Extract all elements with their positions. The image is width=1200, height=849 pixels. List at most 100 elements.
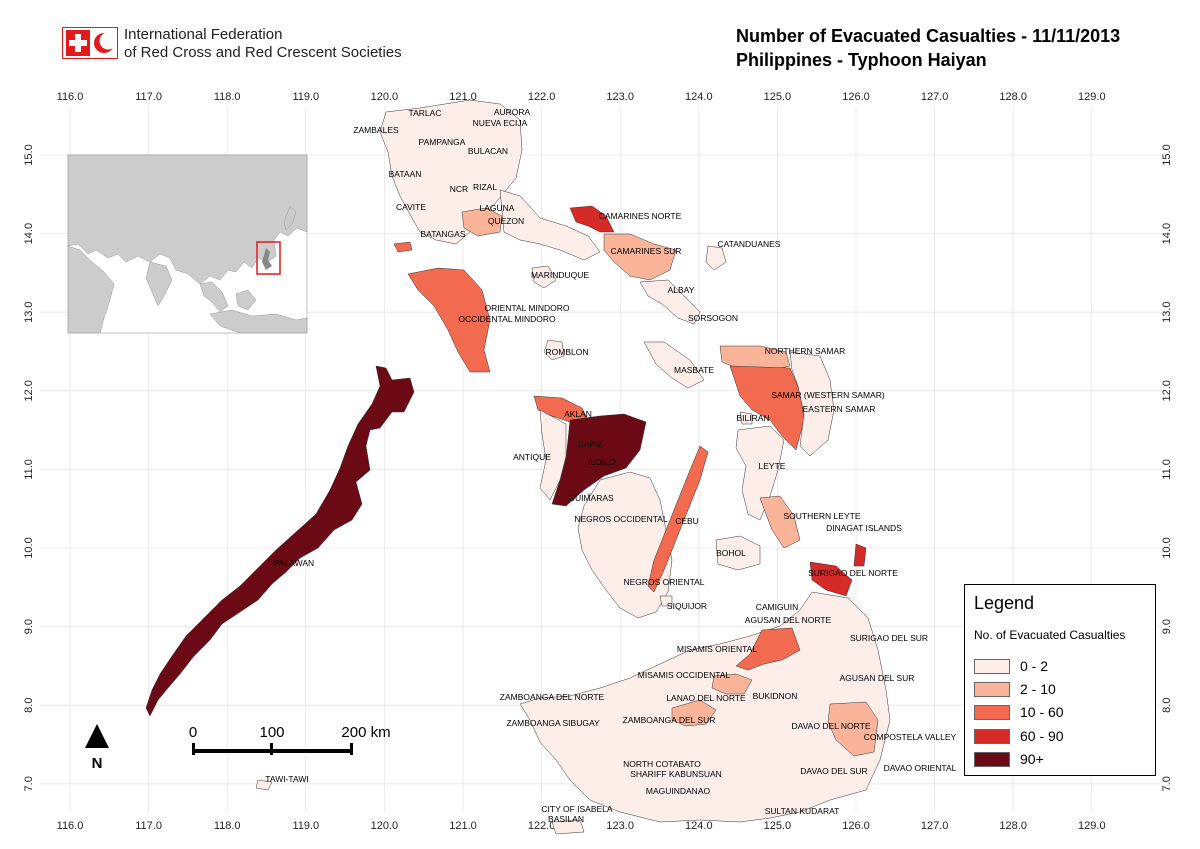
province-label: DAVAO DEL SUR — [800, 766, 867, 776]
province-label: LANAO DEL NORTE — [666, 693, 746, 703]
province-label: BULACAN — [468, 146, 508, 156]
province-label: MISAMIS ORIENTAL — [677, 644, 757, 654]
province-label: AURORA — [494, 107, 531, 117]
x-tick-bottom: 125.0 — [764, 820, 792, 832]
province-label: CEBU — [675, 516, 699, 526]
marinduque-shape — [531, 265, 557, 289]
province-label: SIQUIJOR — [667, 601, 707, 611]
legend-row-3: 60 - 90 — [974, 728, 1064, 744]
x-tick-bottom: 120.0 — [371, 820, 399, 832]
title-line-2: Philippines - Typhoon Haiyan — [736, 50, 987, 70]
province-label: LEYTE — [759, 461, 786, 471]
x-tick-bottom: 127.0 — [921, 820, 949, 832]
province-label: MISAMIS OCCIDENTAL — [638, 670, 731, 680]
province-label: GUIMARAS — [568, 493, 614, 503]
province-label: SURIGAO DEL NORTE — [808, 568, 898, 578]
province-label: DINAGAT ISLANDS — [826, 523, 902, 533]
misamis-oriental-shape — [735, 627, 801, 671]
y-tick-right: 7.0 — [1161, 776, 1173, 791]
x-tick-top: 129.0 — [1078, 91, 1106, 103]
province-label: AGUSAN DEL SUR — [840, 673, 915, 683]
org-line-2: of Red Cross and Red Crescent Societies — [124, 44, 402, 61]
province-label: CITY OF ISABELA — [541, 804, 613, 814]
lanao-norte-shape — [711, 673, 753, 695]
province-label: CAVITE — [396, 202, 426, 212]
y-tick-left: 7.0 — [23, 776, 35, 791]
province-label: SHARIFF KABUNSUAN — [630, 769, 722, 779]
legend-swatch-2 — [974, 704, 1010, 720]
y-tick-right: 13.0 — [1161, 301, 1173, 322]
y-tick-right: 10.0 — [1161, 537, 1173, 558]
y-tick-right: 15.0 — [1161, 144, 1173, 165]
province-label: SULTAN KUDARAT — [765, 806, 840, 816]
province-label: BATANGAS — [420, 229, 465, 239]
province-label: QUEZON — [488, 216, 524, 226]
x-tick-bottom: 117.0 — [135, 820, 162, 832]
legend-swatch-4 — [974, 751, 1010, 767]
province-label: TAWI-TAWI — [265, 774, 308, 784]
province-label: BASILAN — [548, 814, 584, 824]
y-tick-left: 10.0 — [23, 537, 35, 558]
masbate-shape — [643, 341, 705, 389]
legend-row-2: 10 - 60 — [974, 704, 1064, 720]
x-tick-bottom: 119.0 — [292, 820, 319, 832]
province-label: SOUTHERN LEYTE — [784, 511, 861, 521]
province-label: EASTERN SAMAR — [803, 404, 876, 414]
tawi-tawi-shape — [255, 779, 273, 791]
antique-shape — [539, 409, 567, 501]
x-tick-bottom: 118.0 — [214, 820, 241, 832]
inset-highlight-box — [256, 241, 281, 275]
north-arrow: N — [85, 724, 109, 770]
province-label: PAMPANGA — [419, 137, 466, 147]
province-label: MAGUINDANAO — [646, 786, 711, 796]
dinagat-shape — [853, 543, 867, 567]
legend-row-0: 0 - 2 — [974, 658, 1048, 674]
small-island-north-shape — [393, 241, 413, 253]
x-tick-bottom: 126.0 — [842, 820, 870, 832]
legend-swatch-0 — [974, 658, 1010, 674]
capiz-iloilo-shape — [551, 413, 647, 507]
x-tick-top: 123.0 — [606, 91, 634, 103]
legend-label-3: 60 - 90 — [1020, 728, 1064, 744]
legend-title: Legend — [974, 593, 1035, 613]
province-label: LAGUNA — [480, 203, 515, 213]
y-tick-right: 14.0 — [1161, 223, 1173, 244]
province-label: NEGROS OCCIDENTAL — [574, 514, 668, 524]
province-label: ROMBLON — [546, 347, 589, 357]
southern-leyte-shape — [759, 495, 801, 549]
legend-subtitle: No. of Evacuated Casualties — [974, 628, 1126, 642]
scale-tick-0 — [192, 743, 195, 755]
province-label: NCR — [450, 184, 468, 194]
north-arrow-icon — [85, 724, 109, 748]
biliran-shape — [739, 411, 753, 425]
province-label: NEGROS ORIENTAL — [623, 577, 704, 587]
x-tick-top: 125.0 — [764, 91, 792, 103]
x-tick-bottom: 122.0 — [528, 820, 556, 832]
negros-shape — [577, 471, 673, 619]
occidental-mindoro-shape — [407, 267, 491, 373]
province-label: BOHOL — [716, 548, 746, 558]
province-label: ALBAY — [668, 285, 695, 295]
cebu-shape — [647, 445, 709, 593]
province-label: DAVAO DEL NORTE — [791, 721, 870, 731]
samar-west-shape — [729, 365, 805, 451]
inset-map — [67, 154, 308, 334]
x-tick-top: 124.0 — [685, 91, 713, 103]
x-tick-top: 120.0 — [371, 91, 399, 103]
scale-label-200: 200 km — [341, 724, 390, 741]
province-label: SORSOGON — [688, 313, 738, 323]
basilan-shape — [551, 819, 585, 835]
x-tick-top: 128.0 — [999, 91, 1027, 103]
legend-label-2: 10 - 60 — [1020, 704, 1064, 720]
legend-label-1: 2 - 10 — [1020, 681, 1056, 697]
province-label: SURIGAO DEL SUR — [850, 633, 928, 643]
y-tick-right: 8.0 — [1161, 698, 1173, 713]
catanduanes-shape — [705, 245, 727, 271]
zamboanga-sur-shape — [671, 699, 717, 727]
province-label: CATANDUANES — [718, 239, 781, 249]
y-tick-left: 8.0 — [23, 698, 35, 713]
surigao-norte-shape — [809, 561, 853, 597]
province-label: PALAWAN — [274, 558, 314, 568]
